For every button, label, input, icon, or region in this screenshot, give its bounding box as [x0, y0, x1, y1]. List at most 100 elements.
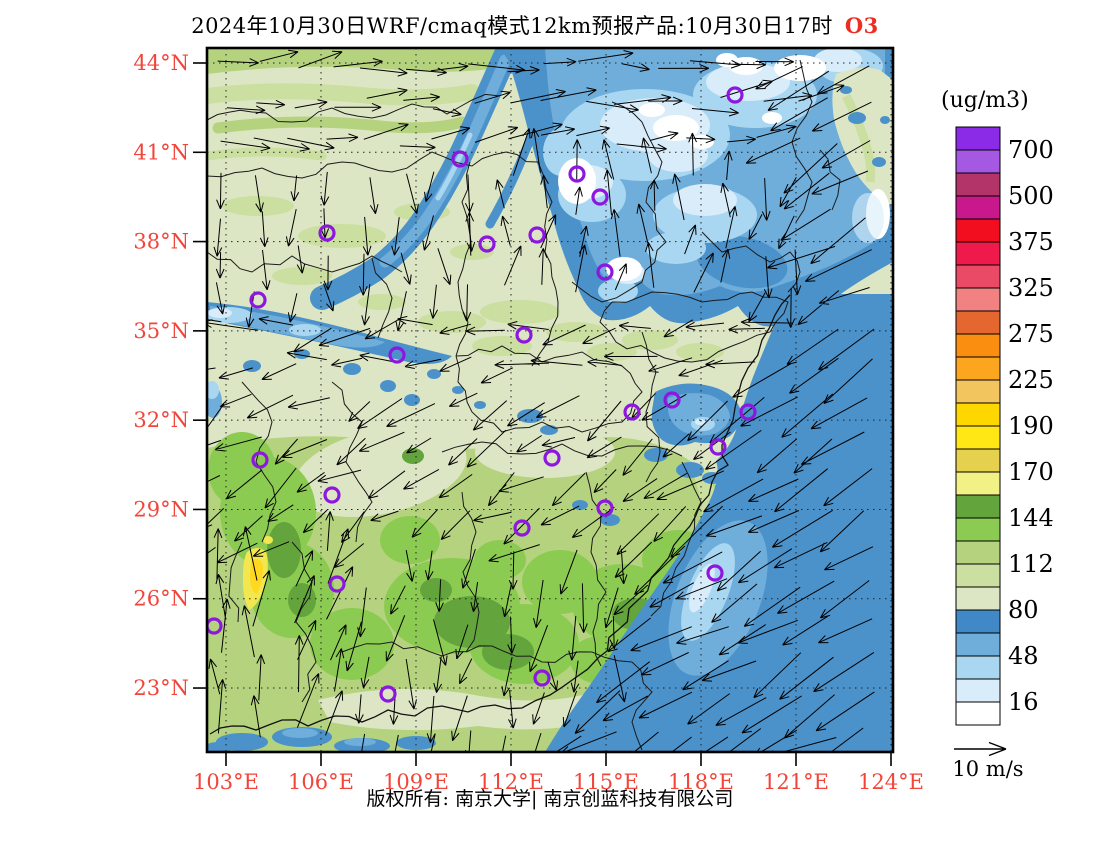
province-border-line — [228, 541, 243, 623]
colorbar-box — [955, 425, 1001, 450]
lat-label: 38°N — [133, 230, 189, 254]
colorbar-tick-label: 80 — [1008, 596, 1039, 624]
copyright-footer: 版权所有: 南京大学| 南京创蓝科技有限公司 — [366, 788, 734, 810]
wind-arrows — [207, 49, 875, 752]
colorbar-box — [955, 379, 1001, 404]
colorbar-box — [955, 356, 1001, 381]
province-border-line — [461, 491, 480, 653]
gridlines — [207, 48, 893, 752]
axis-labels: 44°N 41°N 38°N 35°N 32°N 29°N 26°N 23°N 103°E 106… — [133, 51, 924, 794]
lon-label: 112°E — [478, 770, 544, 794]
lon-label: 124°E — [858, 770, 924, 794]
province-border-line — [819, 149, 841, 211]
city-marker — [379, 685, 397, 703]
city-marker — [591, 188, 609, 206]
colorbar-box — [955, 333, 1001, 358]
province-border-line — [641, 331, 661, 483]
title-species-o3: O3 — [844, 13, 879, 38]
city-marker — [596, 263, 614, 281]
colorbar-box — [955, 701, 1001, 726]
city-marker — [623, 403, 641, 421]
colorbar-box — [955, 149, 1001, 174]
city-marker — [726, 86, 744, 104]
delta-blue-blob — [517, 383, 741, 526]
colorbar-tick-label: 170 — [1008, 458, 1054, 486]
colorbar-box — [955, 287, 1001, 312]
colorbar-box — [955, 195, 1001, 220]
province-border-line — [599, 291, 789, 363]
colorbar-box — [955, 264, 1001, 289]
lat-label: 29°N — [133, 497, 189, 521]
colorbar-box — [955, 632, 1001, 657]
lon-label: 121°E — [763, 770, 829, 794]
city-marker — [388, 346, 406, 364]
colorbar-tick-label: 325 — [1008, 274, 1054, 302]
lon-label: 109°E — [383, 770, 449, 794]
city-marker — [249, 291, 267, 309]
north-blue-region — [310, 48, 893, 327]
colorbar-tick-label: 500 — [1008, 182, 1054, 210]
city-marker — [328, 575, 346, 593]
province-border-line — [455, 345, 643, 433]
map-frame — [205, 46, 895, 754]
colorbar-tick-label: 190 — [1008, 412, 1054, 440]
colorbar-box — [955, 471, 1001, 496]
lat-label: 41°N — [133, 140, 189, 164]
southeast-ocean — [207, 294, 893, 752]
colorbar-box — [955, 586, 1001, 611]
colorbar-tick-label: 225 — [1008, 366, 1054, 394]
colorbar-box — [955, 655, 1001, 680]
colorbar-tick-label: 112 — [1008, 550, 1054, 578]
province-border-line — [207, 93, 501, 123]
city-marker — [451, 150, 469, 168]
colorbar-box — [955, 172, 1001, 197]
province-border-line — [650, 461, 702, 617]
lat-label: 26°N — [133, 587, 189, 611]
city-marker — [207, 617, 223, 635]
city-marker — [251, 451, 269, 469]
colorbar-tick-label: 375 — [1008, 228, 1054, 256]
wind-reference: 10 m/s — [952, 741, 1024, 781]
lat-label: 23°N — [133, 676, 189, 700]
colorbar: (ug/m3) 700 500 375 325 275 225 190 170 144 112 80 4… — [941, 88, 1054, 726]
province-border-line — [441, 441, 683, 457]
lat-label: 35°N — [133, 319, 189, 343]
city-marker — [515, 326, 533, 344]
west-blue-band — [207, 302, 486, 418]
wind-reference-label: 10 m/s — [952, 757, 1023, 781]
colorbar-box — [955, 678, 1001, 703]
city-marker — [596, 499, 614, 517]
province-border-line — [341, 641, 633, 663]
city-marker — [568, 165, 586, 183]
city-marker — [318, 224, 336, 242]
colorbar-box — [955, 241, 1001, 266]
wind-arrow-set — [207, 49, 875, 752]
colorbar-box — [955, 126, 1001, 151]
city-marker — [478, 235, 496, 253]
colorbar-box — [955, 494, 1001, 519]
city-marker — [709, 438, 727, 456]
colorbar-box — [955, 563, 1001, 588]
colorbar-box — [955, 609, 1001, 634]
lat-label: 32°N — [133, 408, 189, 432]
colorbar-box — [955, 218, 1001, 243]
city-markers — [207, 86, 757, 703]
province-border-line — [531, 161, 559, 367]
concentration-field-layer — [207, 48, 893, 752]
colorbar-box — [955, 448, 1001, 473]
city-marker — [528, 226, 546, 244]
colorbar-tick-label: 144 — [1008, 504, 1054, 532]
city-marker — [323, 486, 341, 504]
city-marker — [739, 403, 757, 421]
colorbar-unit: (ug/m3) — [941, 88, 1029, 113]
colorbar-box — [955, 517, 1001, 542]
lon-label: 118°E — [668, 770, 734, 794]
lon-label: 103°E — [193, 770, 259, 794]
page-title: 2024年10月30日WRF/cmaq模式12km预报产品:10月30日17时 O… — [40, 10, 1030, 40]
colorbar-box — [955, 310, 1001, 335]
province-border-line — [571, 101, 667, 303]
colorbar-tick-label: 16 — [1008, 688, 1039, 716]
city-marker — [706, 564, 724, 582]
wind-reference-arrow — [954, 741, 1007, 757]
